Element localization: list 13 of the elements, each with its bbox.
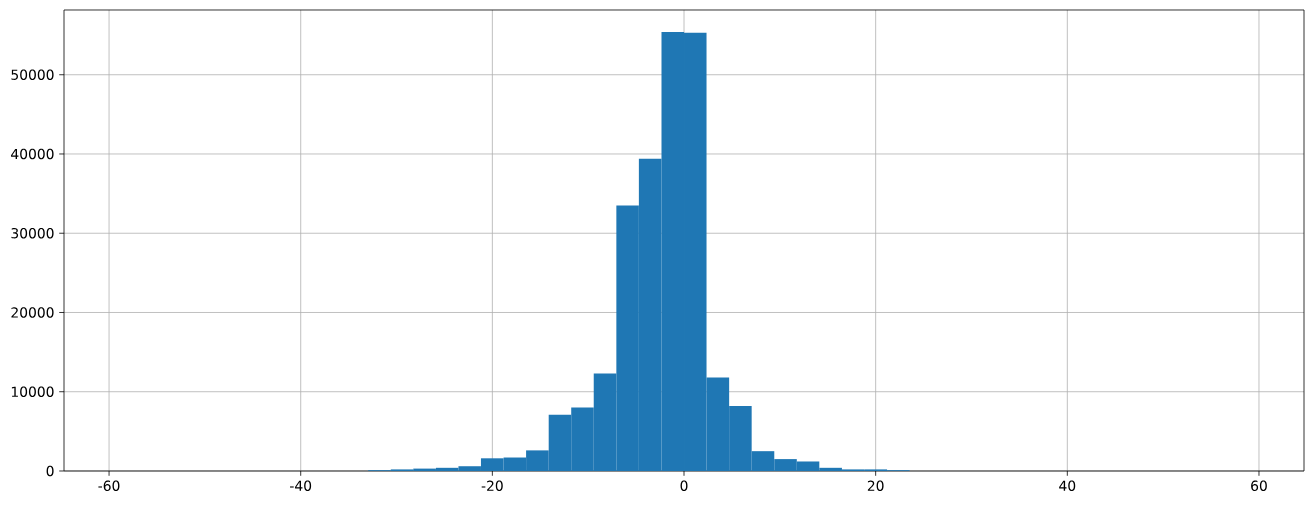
y-tick-label: 10000 (11, 386, 54, 397)
y-tick-label: 30000 (11, 228, 54, 239)
x-tick-label: 20 (867, 480, 884, 491)
x-tick-label: 40 (1059, 480, 1076, 491)
y-tick-label: 40000 (11, 148, 54, 160)
x-tick-label: 0 (680, 480, 688, 491)
y-tick-label: 50000 (11, 69, 54, 80)
x-tick-label: -20 (481, 480, 503, 491)
y-tick-label: 20000 (11, 307, 54, 318)
x-tick-label: -40 (290, 480, 312, 491)
x-tick-label: -60 (98, 480, 120, 491)
y-tick-label: 0 (46, 465, 54, 477)
x-tick-label: 60 (1251, 480, 1267, 491)
